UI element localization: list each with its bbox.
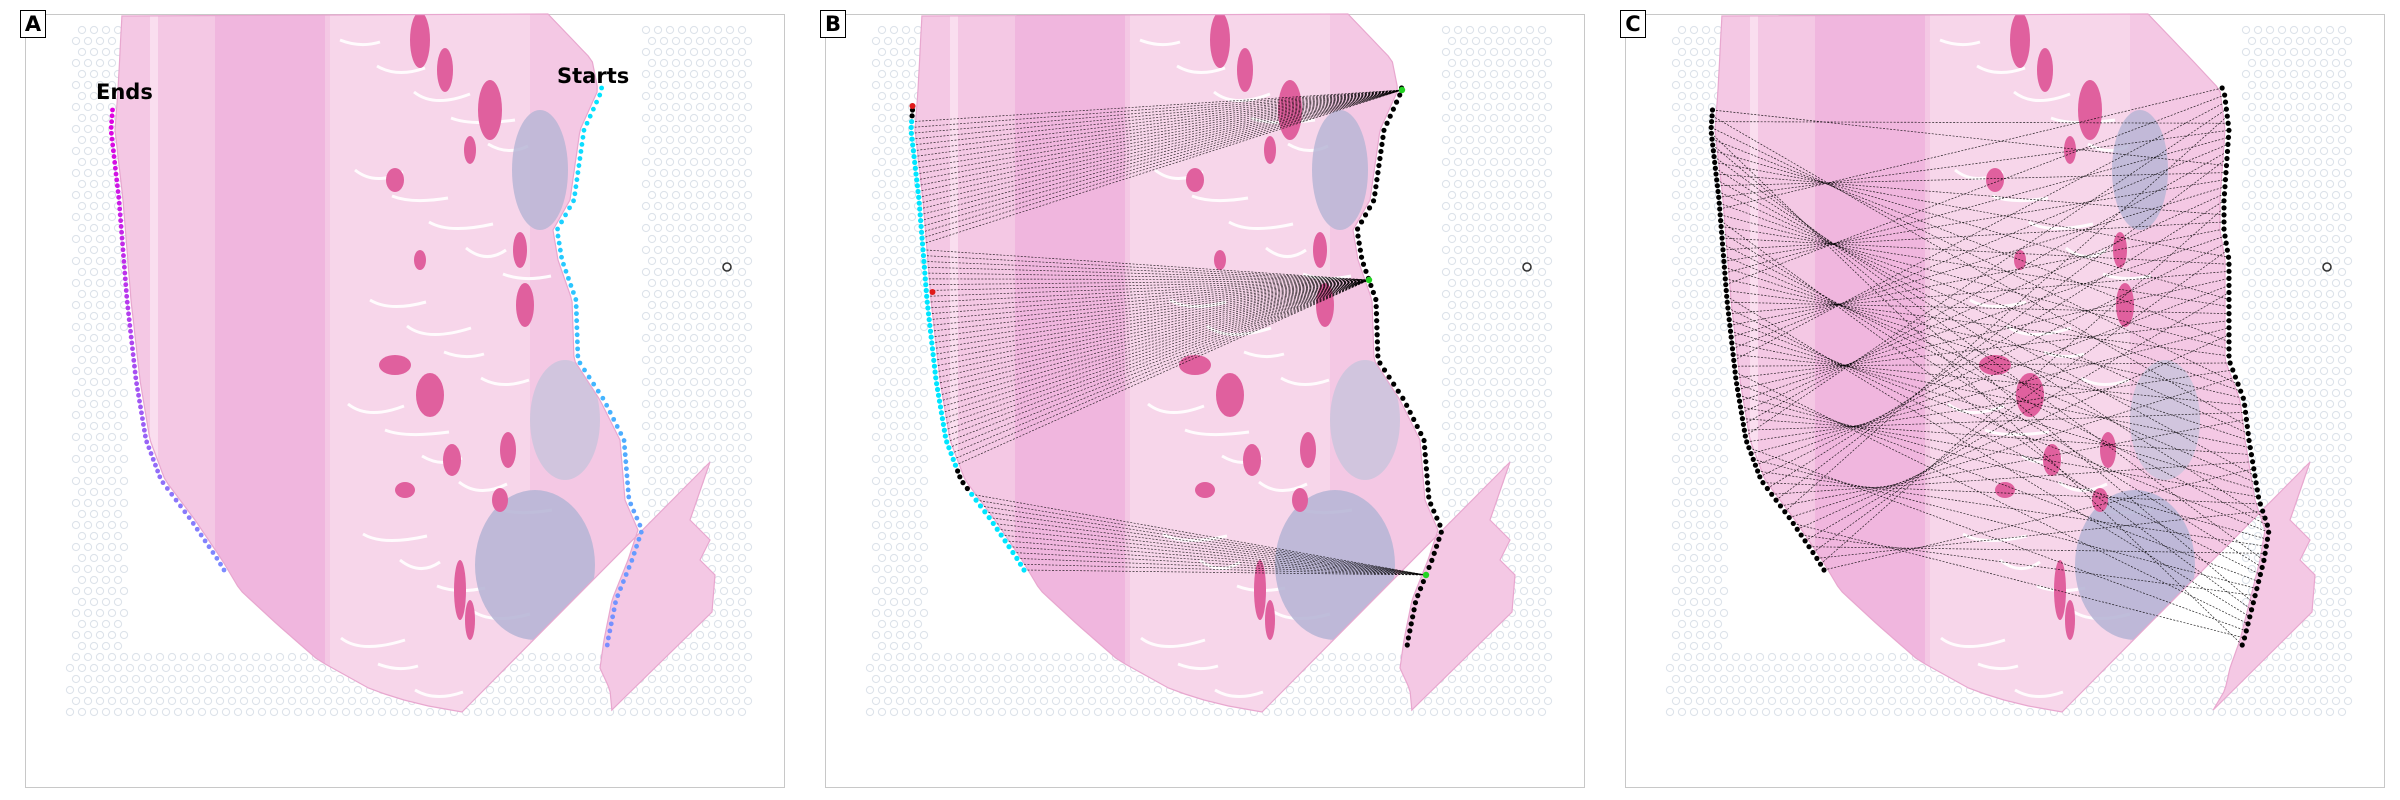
tissue-outline: [1714, 13, 2316, 713]
panel-label: A: [20, 10, 46, 38]
matching-lines: [911, 89, 1427, 576]
tissue-outline: [114, 13, 716, 713]
ends-label: Ends: [96, 80, 153, 104]
match-hub: [1365, 276, 1373, 284]
panel-label: B: [820, 10, 846, 38]
spot-grid: [1665, 25, 2353, 717]
matching-lines: [1711, 87, 2269, 646]
panel-b: B: [800, 0, 1600, 800]
tissue-image: [865, 13, 1553, 717]
endpoint-marker: [929, 289, 936, 295]
match-hub: [1398, 86, 1406, 94]
panel-c: C: [1600, 0, 2400, 800]
starts-label: Starts: [557, 64, 630, 88]
match-hub: [1422, 571, 1430, 579]
contour-points: [908, 85, 1444, 648]
contour-points: [108, 85, 644, 648]
fiducial-dot-icon: [1522, 262, 1532, 272]
endpoint-marker: [909, 103, 916, 109]
tissue-image: [1665, 13, 2353, 717]
fiducial-dot-icon: [2322, 262, 2332, 272]
panel-a: A Starts Ends: [0, 0, 800, 800]
tissue-image: [65, 13, 753, 717]
contour-points: [1708, 85, 2272, 648]
fiducial-dot-icon: [722, 262, 732, 272]
panel-label: C: [1620, 10, 1646, 38]
